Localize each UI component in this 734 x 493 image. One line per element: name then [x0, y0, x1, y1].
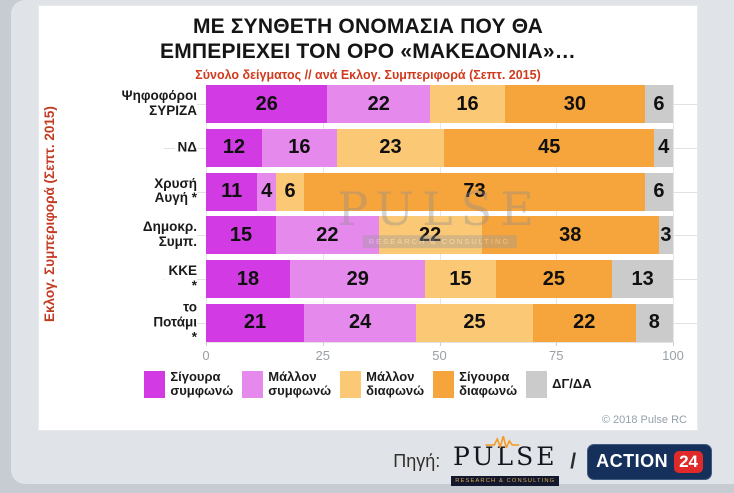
stacked-bar: 11 4 6 73 6	[206, 172, 673, 211]
legend-item: Σίγουρα διαφωνώ	[433, 369, 518, 399]
bar-segment: 38	[481, 216, 659, 255]
stacked-bar: 12 16 23 45 4	[206, 128, 673, 167]
source-label: Πηγή:	[393, 451, 441, 472]
chart-subtitle: Σύνολο δείγματος // ανά Εκλογ. Συμπεριφο…	[195, 67, 541, 82]
gridline-50	[439, 85, 441, 342]
gridline-100	[673, 85, 674, 342]
bar-segment: 24	[304, 303, 417, 342]
x-tick-label: 100	[662, 348, 684, 363]
bar-segment: 6	[276, 172, 305, 211]
legend-item: Μάλλον συμφωνώ	[242, 369, 332, 399]
pulse-logo-word: PULSE	[453, 442, 558, 472]
x-tickmark-25	[322, 342, 324, 346]
bar-row: ΝΔ 12 16 23 45 4	[164, 128, 697, 167]
legend-swatch	[242, 370, 264, 398]
legend-swatch	[144, 370, 166, 398]
legend-swatch	[526, 370, 548, 398]
bar-segment: 6	[644, 172, 673, 211]
bar-segment: 6	[644, 85, 673, 123]
chart-title: ΜΕ ΣΥΝΘΕΤΗ ΟΝΟΜΑΣΙΑ ΠΟΥ ΘΑ ΕΜΠΕΡΙΕΧΕΙ ΤΟ…	[39, 6, 697, 65]
bar-segment: 12	[206, 128, 263, 167]
gridline-0	[206, 85, 207, 342]
legend-item: Μάλλον διαφωνώ	[340, 369, 425, 399]
bar-segment: 8	[635, 303, 673, 342]
bar-row: Χρυσή Αυγή * 11 4 6 73 6	[151, 172, 697, 211]
category-label: ΝΔ	[174, 140, 197, 156]
y-axis-title: Εκλογ. Συμπεριφορά (Σεπτ. 2015)	[42, 106, 57, 322]
category-label: Ψηφοφόροι ΣΥΡΙΖΑ	[118, 88, 197, 119]
legend-swatch	[340, 370, 362, 398]
legend-label: ΔΓ/ΔΑ	[552, 376, 592, 392]
bar-segment: 3	[658, 216, 673, 255]
bar-segment: 16	[430, 85, 505, 123]
action24-number: 24	[674, 450, 703, 473]
category-label: το Ποτάμι *	[150, 300, 197, 346]
stacked-bar: 18 29 15 25 13	[206, 260, 673, 299]
legend-item: ΔΓ/ΔΑ	[526, 370, 592, 398]
x-tickmark-50	[439, 342, 441, 346]
pulse-waveform-icon	[485, 436, 520, 449]
bar-segment: 45	[444, 128, 655, 167]
bar-row: Ψηφοφόροι ΣΥΡΙΖΑ 26 22 16 30 6	[118, 85, 697, 123]
bar-row: ΚΚΕ * 18 29 15 25 13	[164, 260, 697, 299]
bar-row: το Ποτάμι * 21 24 25 22 8	[150, 300, 697, 346]
legend-label: Μάλλον συμφωνώ	[268, 369, 332, 399]
copyright-text: © 2018 Pulse RC	[601, 414, 687, 426]
bar-segment: 22	[327, 85, 431, 123]
bar-segment: 4	[654, 128, 673, 167]
action24-logo: ACTION 24	[587, 443, 712, 480]
source-separator: /	[570, 449, 577, 473]
gridline-75	[556, 85, 558, 342]
x-tick-label: 0	[202, 348, 210, 363]
legend-swatch	[433, 370, 455, 398]
bar-segment: 22	[276, 216, 379, 255]
bar-segment: 15	[425, 260, 496, 299]
x-tickmark-0	[206, 342, 207, 346]
stacked-bar: 26 22 16 30 6	[206, 85, 673, 123]
bar-segment: 73	[304, 172, 645, 211]
pulse-logo-sub: RESEARCH & CONSULTING	[451, 476, 560, 486]
bar-segment: 15	[206, 216, 277, 255]
bar-segment: 26	[206, 85, 328, 123]
action24-word: ACTION	[596, 451, 669, 472]
bar-rows: Ψηφοφόροι ΣΥΡΙΖΑ 26 22 16 30 6 ΝΔ 12 16 23 45 4 Χρυσ…	[118, 85, 697, 346]
x-tick-label: 25	[315, 348, 330, 363]
legend-label: Σίγουρα συμφωνώ	[170, 369, 234, 399]
bar-segment: 11	[206, 172, 258, 211]
bar-segment: 25	[416, 303, 533, 342]
bar-segment: 4	[257, 172, 277, 211]
bar-segment: 22	[378, 216, 482, 255]
bar-segment: 18	[206, 260, 291, 299]
x-tickmark-75	[556, 342, 558, 346]
bar-segment: 29	[290, 260, 426, 299]
x-tickmark-100	[673, 342, 674, 346]
bar-segment: 13	[612, 260, 673, 299]
bar-segment: 25	[495, 260, 613, 299]
category-label: ΚΚΕ *	[165, 263, 197, 295]
stacked-bar: 15 22 22 38 3	[206, 216, 673, 255]
legend-label: Σίγουρα διαφωνώ	[459, 369, 518, 399]
bar-segment: 22	[532, 303, 636, 342]
pulse-logo: PULSE RESEARCH & CONSULTING	[451, 436, 560, 487]
bar-segment: 30	[504, 85, 645, 123]
stacked-bar: 21 24 25 22 8	[206, 303, 673, 342]
legend-item: Σίγουρα συμφωνώ	[144, 369, 234, 399]
bar-segment: 21	[206, 303, 305, 342]
chart-title-line2: ΕΜΠΕΡΙΕΧΕΙ ΤΟΝ ΟΡΟ «ΜΑΚΕΔΟΝΙΑ»…	[160, 39, 576, 63]
legend-label: Μάλλον διαφωνώ	[366, 369, 425, 399]
x-tick-label: 50	[432, 348, 447, 363]
x-tick-label: 75	[549, 348, 564, 363]
source-row: Πηγή: PULSE RESEARCH & CONSULTING / ACTI…	[393, 436, 712, 487]
bar-segment: 23	[336, 128, 445, 167]
gridline-25	[322, 85, 324, 342]
bar-segment: 16	[262, 128, 337, 167]
bar-row: Δημοκρ. Συμπ. 15 22 22 38 3	[139, 216, 697, 255]
plot-area: Ψηφοφόροι ΣΥΡΙΖΑ 26 22 16 30 6 ΝΔ 12 16 23 45 4 Χρυσ…	[118, 85, 697, 363]
category-label: Δημοκρ. Συμπ.	[139, 220, 197, 251]
legend: Σίγουρα συμφωνώ Μάλλον συμφωνώ Μάλλον διαφ…	[39, 369, 697, 399]
chart-title-line1: ΜΕ ΣΥΝΘΕΤΗ ΟΝΟΜΑΣΙΑ ΠΟΥ ΘΑ	[192, 15, 544, 38]
category-label: Χρυσή Αυγή *	[151, 176, 197, 207]
chart-card: ΜΕ ΣΥΝΘΕΤΗ ΟΝΟΜΑΣΙΑ ΠΟΥ ΘΑ ΕΜΠΕΡΙΕΧΕΙ ΤΟ…	[38, 5, 698, 431]
